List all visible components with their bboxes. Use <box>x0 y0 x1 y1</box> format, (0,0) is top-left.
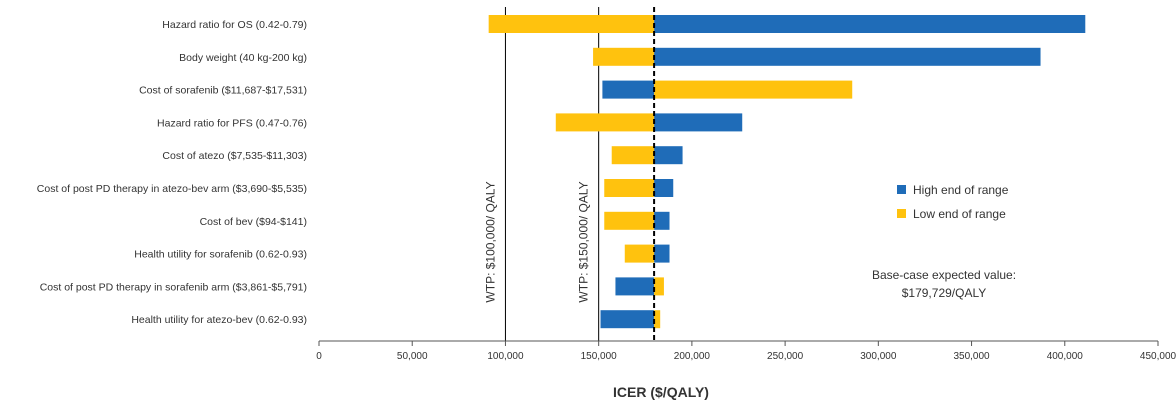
bar-high <box>654 146 683 165</box>
category-label: Cost of post PD therapy in atezo-bev arm… <box>37 183 307 195</box>
category-label: Cost of bev ($94-$141) <box>200 216 307 228</box>
bar-low <box>611 146 655 165</box>
x-tick-label: 50,000 <box>397 351 428 362</box>
x-tick-label: 400,000 <box>1047 351 1084 362</box>
x-tick-label: 100,000 <box>487 351 524 362</box>
x-tick-label: 350,000 <box>953 351 990 362</box>
legend: High end of range Low end of range <box>897 183 1009 221</box>
wtp-label-1: WTP: $150,000/ QALY <box>577 181 591 302</box>
bar-high <box>654 15 1086 33</box>
x-axis: 0 50,000 100,000 150,000 200,000 250,000 300,0… <box>316 340 1176 362</box>
bar-high <box>600 310 655 329</box>
category-labels: Hazard ratio for OS (0.42-0.79) Body weig… <box>37 19 307 326</box>
bar-low <box>555 113 655 132</box>
category-label: Health utility for atezo-bev (0.62-0.93) <box>131 314 307 326</box>
wtp-label-0: WTP: $100,000/ QALY <box>483 181 497 302</box>
category-label: Health utility for sorafenib (0.62-0.93) <box>134 249 307 261</box>
bar-high <box>654 179 674 197</box>
bar-high <box>654 211 670 230</box>
legend-swatch-low <box>897 209 906 218</box>
legend-label-high: High end of range <box>913 183 1009 197</box>
legend-swatch-high <box>897 185 906 194</box>
bar-high <box>615 277 655 296</box>
category-label: Cost of sorafenib ($11,687-$17,531) <box>139 85 307 97</box>
bar-low <box>624 244 655 263</box>
bar-high <box>654 47 1041 66</box>
bar-low <box>654 277 664 296</box>
annotation-line2: $179,729/QALY <box>902 286 987 300</box>
category-label: Hazard ratio for PFS (0.47-0.76) <box>157 117 307 129</box>
bar-low <box>593 47 655 66</box>
bar-low <box>654 310 661 329</box>
x-tick-label: 250,000 <box>767 351 804 362</box>
annotation-line1: Base-case expected value: <box>872 268 1016 282</box>
x-tick-label: 300,000 <box>860 351 897 362</box>
bar-low <box>604 179 655 197</box>
bar-high <box>602 80 655 99</box>
x-tick-label: 450,000 <box>1140 351 1176 362</box>
bars <box>488 15 1086 329</box>
x-tick-label: 150,000 <box>581 351 618 362</box>
bar-low <box>654 80 853 99</box>
reference-lines: WTP: $100,000/ QALY WTP: $150,000/ QALY <box>483 7 600 341</box>
x-axis-title: ICER ($/QALY) <box>613 384 709 400</box>
category-label: Cost of post PD therapy in sorafenib arm… <box>40 281 307 293</box>
x-tick-label: 0 <box>316 351 322 362</box>
category-label: Hazard ratio for OS (0.42-0.79) <box>162 19 307 31</box>
bar-high <box>654 244 670 263</box>
category-label: Cost of atezo ($7,535-$11,303) <box>162 150 307 162</box>
bar-low <box>488 15 655 33</box>
base-case-annotation: Base-case expected value: $179,729/QALY <box>872 268 1016 300</box>
legend-label-low: Low end of range <box>913 207 1006 221</box>
bar-low <box>604 211 655 230</box>
x-tick-label: 200,000 <box>674 351 711 362</box>
bar-high <box>654 113 743 132</box>
category-label: Body weight (40 kg-200 kg) <box>179 52 307 64</box>
